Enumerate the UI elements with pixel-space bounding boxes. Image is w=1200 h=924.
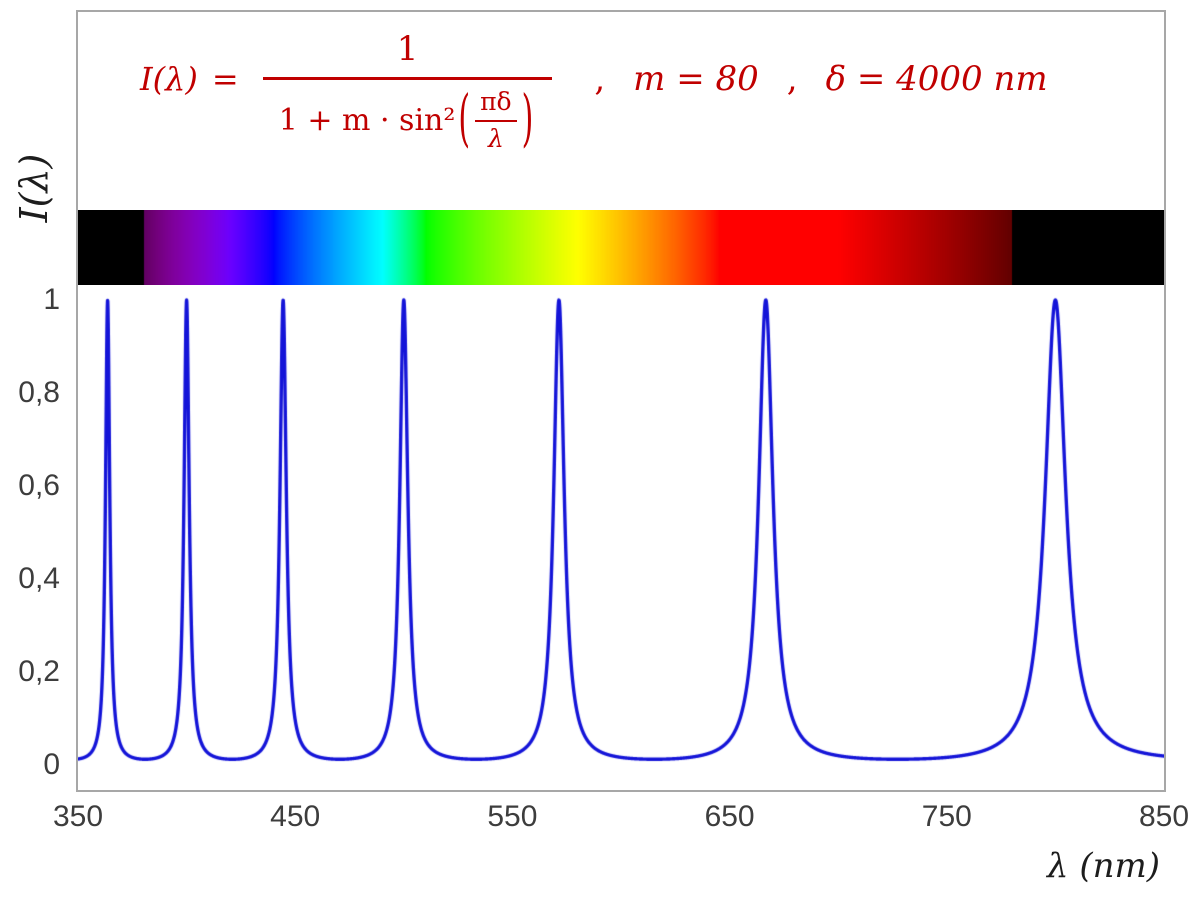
inner-numerator: πδ xyxy=(475,87,517,122)
x-tick-label: 650 xyxy=(704,800,755,833)
param-m: m = 80 xyxy=(633,59,759,100)
x-tick-label: 450 xyxy=(270,800,321,833)
formula-lhs: I(λ) xyxy=(140,60,198,99)
formula-comma-2: , xyxy=(786,59,798,100)
y-tick-label: 0,6 xyxy=(18,469,60,502)
intensity-curve-canvas xyxy=(78,12,1164,790)
y-tick-label: 0,8 xyxy=(18,376,60,409)
x-tick-label: 350 xyxy=(52,800,104,833)
y-axis-title: I(λ) xyxy=(12,153,56,223)
inner-denominator: λ xyxy=(487,123,504,153)
formula-comma-1: , xyxy=(594,59,606,100)
x-tick-label: 750 xyxy=(921,800,972,833)
paren-open: ( xyxy=(458,83,471,156)
fraction-numerator: 1 xyxy=(396,29,419,69)
x-axis-title: λ (nm) xyxy=(1046,846,1160,886)
inner-fraction: πδ λ xyxy=(475,87,517,154)
y-tick-label: 1 xyxy=(43,283,60,316)
formula-equals: = xyxy=(211,60,239,99)
y-tick-label: 0,2 xyxy=(18,655,60,688)
y-tick-label: 0,4 xyxy=(18,562,60,595)
param-delta: δ = 4000 nm xyxy=(825,59,1048,100)
y-tick-label: 0 xyxy=(43,748,60,781)
paren-close: ) xyxy=(521,83,534,156)
fraction-denominator: 1 + m · sin² ( πδ λ ) xyxy=(262,77,553,156)
formula-fraction: 1 1 + m · sin² ( πδ λ ) xyxy=(262,29,553,156)
x-tick-label: 550 xyxy=(487,800,538,833)
denominator-prefix: 1 + m · sin² xyxy=(278,102,456,138)
formula: I(λ) = 1 1 + m · sin² ( πδ λ ) , m = 80 … xyxy=(140,29,1048,156)
x-tick-label: 850 xyxy=(1138,800,1190,833)
